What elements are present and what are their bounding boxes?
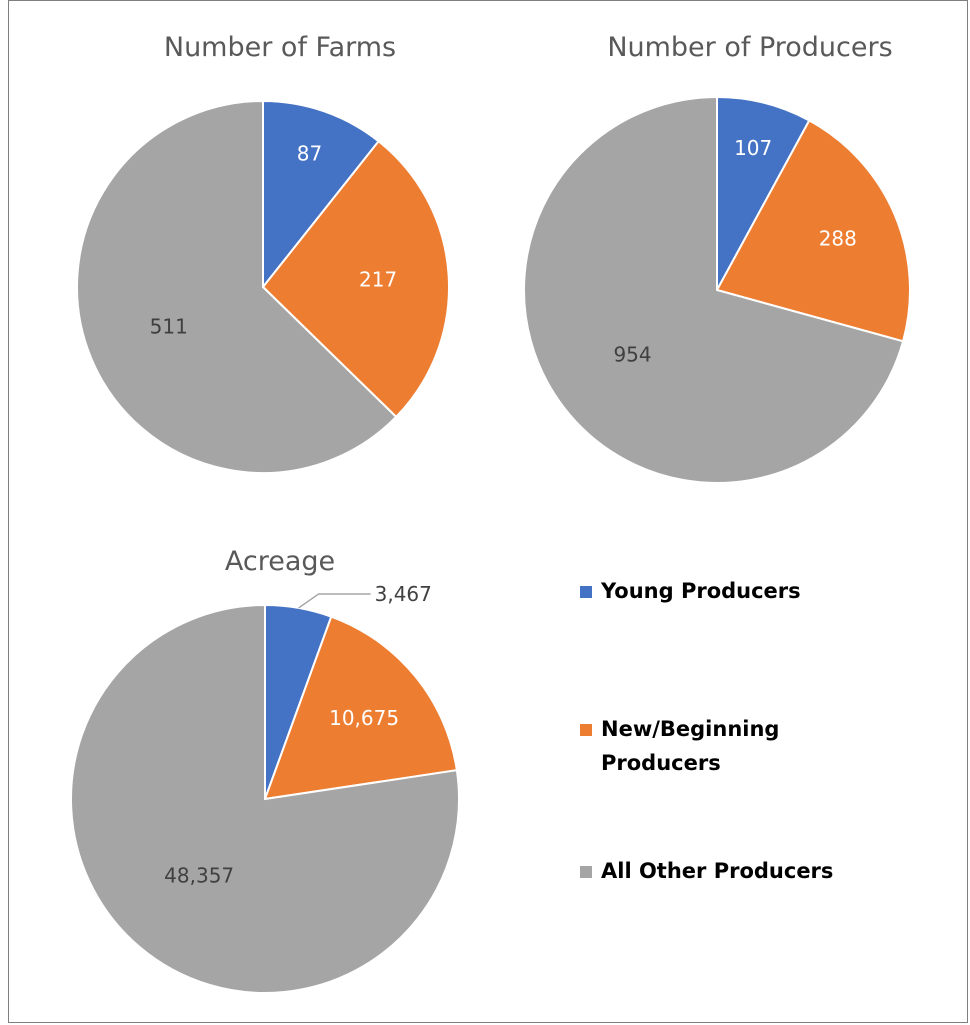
- chart-title-acreage: Acreage: [225, 546, 335, 577]
- legend-label-all-other: All Other Producers: [601, 859, 834, 883]
- legend-swatch-all-other: [580, 866, 592, 878]
- slice-label-producers-all-other: 954: [613, 342, 651, 366]
- pie-slice-acreage-new-beginning: [263, 615, 458, 801]
- pie-slice-producers-new-beginning: [715, 119, 911, 343]
- slice-label-farms-all-other: 511: [150, 315, 188, 339]
- pie-slice-producers-young: [716, 95, 811, 291]
- slice-label-acreage-all-other: 48,357: [164, 863, 234, 887]
- leader-line-acreage-young: [298, 593, 371, 609]
- pie-slice-farms-new-beginning: [261, 139, 450, 419]
- chart-title-farms: Number of Farms: [164, 32, 396, 63]
- pie-slice-farms-all-other: [76, 99, 398, 474]
- chart-title-producers: Number of Producers: [607, 32, 892, 63]
- legend-swatch-new-beginning: [580, 724, 592, 736]
- slice-label-acreage-new-beginning: 10,675: [329, 706, 399, 730]
- pie-slice-producers-all-other: [523, 95, 905, 484]
- slice-label-farms-young: 87: [297, 142, 322, 166]
- slice-label-acreage-young: 3,467: [375, 582, 432, 606]
- legend-item-new-beginning: New/Beginning Producers: [580, 716, 861, 780]
- slice-label-producers-young: 107: [734, 136, 772, 160]
- legend-item-all-other: All Other Producers: [580, 858, 833, 888]
- legend-swatch-young: [580, 586, 592, 598]
- pie-slice-acreage-all-other: [70, 603, 460, 994]
- legend-label-new-beginning: New/Beginning Producers: [601, 717, 780, 775]
- pie-slice-farms-young: [262, 99, 381, 290]
- legend-item-young: Young Producers: [580, 578, 801, 608]
- legend-label-young: Young Producers: [601, 579, 801, 603]
- slice-label-farms-new-beginning: 217: [359, 268, 397, 292]
- slice-label-producers-new-beginning: 288: [819, 227, 857, 251]
